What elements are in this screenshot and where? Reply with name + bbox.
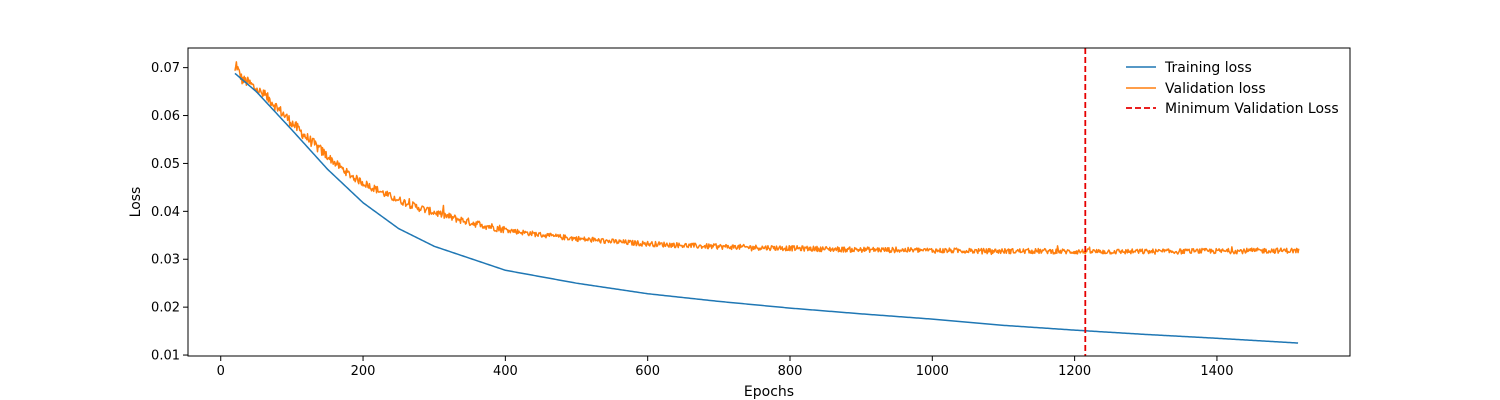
x-tick-label: 600 (635, 364, 660, 379)
x-axis: 0 200 400 600 800 1000 1200 1400 (217, 356, 1234, 379)
x-tick-label: 0 (217, 364, 225, 379)
x-tick-label: 400 (493, 364, 518, 379)
y-axis: 0.01 0.02 0.03 0.04 0.05 0.06 0.07 (151, 61, 188, 363)
y-tick-label: 0.03 (151, 253, 180, 268)
legend-label-training: Training loss (1164, 60, 1252, 76)
y-tick-label: 0.04 (151, 205, 180, 220)
y-axis-label: Loss (128, 187, 144, 218)
legend-label-min-validation: Minimum Validation Loss (1165, 101, 1339, 117)
plot-area (235, 48, 1299, 356)
legend: Training loss Validation loss Minimum Va… (1126, 60, 1339, 117)
y-tick-label: 0.07 (151, 61, 180, 76)
x-tick-label: 800 (778, 364, 803, 379)
x-tick-label: 1000 (916, 364, 949, 379)
legend-label-validation: Validation loss (1165, 81, 1266, 97)
x-tick-label: 1200 (1058, 364, 1091, 379)
y-tick-label: 0.05 (151, 157, 180, 172)
series-training-loss (235, 73, 1298, 343)
y-tick-label: 0.02 (151, 301, 180, 316)
x-tick-label: 200 (351, 364, 376, 379)
y-tick-label: 0.01 (151, 349, 180, 364)
x-tick-label: 1400 (1200, 364, 1233, 379)
x-axis-label: Epochs (744, 384, 794, 400)
y-tick-label: 0.06 (151, 109, 180, 124)
